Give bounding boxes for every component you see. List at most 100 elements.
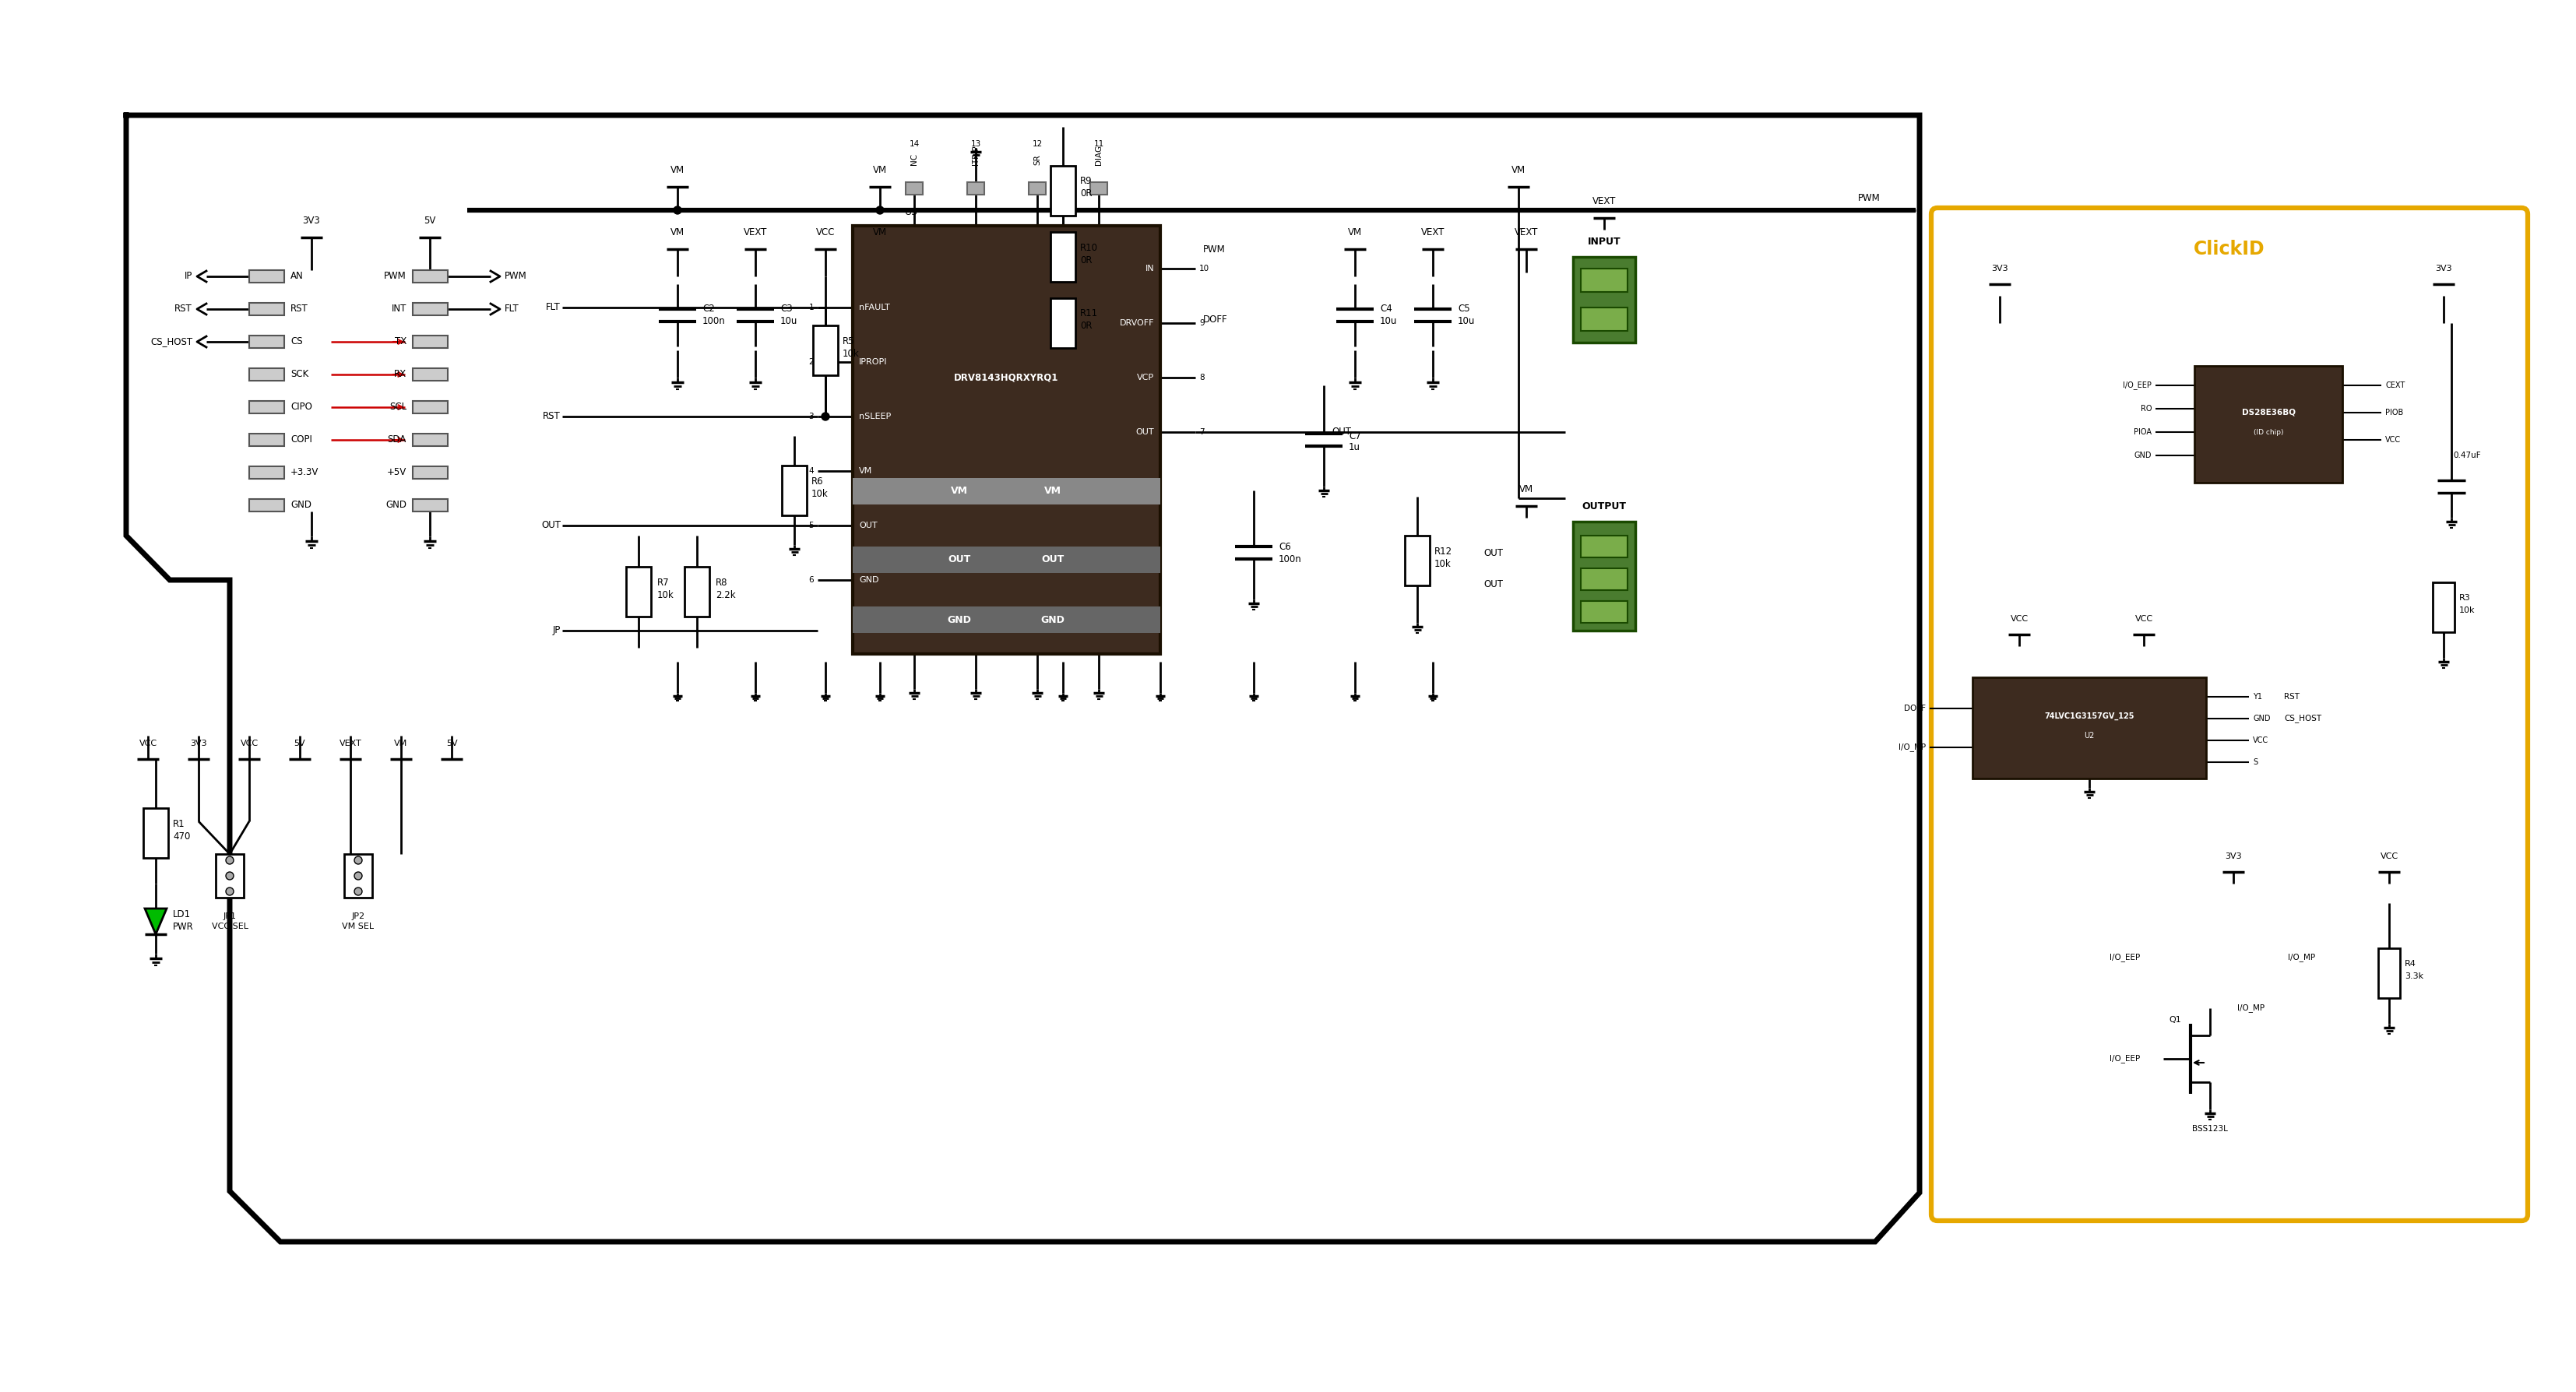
- Text: ClickID: ClickID: [2195, 239, 2264, 259]
- Bar: [250, 466, 283, 479]
- Text: PWR: PWR: [173, 922, 193, 931]
- Bar: [853, 226, 1159, 654]
- Text: VM: VM: [670, 227, 685, 238]
- Text: R7: R7: [657, 578, 670, 587]
- Circle shape: [227, 871, 234, 880]
- Bar: [1051, 166, 1074, 216]
- Text: GND: GND: [2254, 714, 2269, 722]
- Text: DOFF: DOFF: [1904, 704, 1927, 713]
- Text: C3: C3: [781, 303, 793, 315]
- Text: VEXT: VEXT: [340, 739, 361, 748]
- Bar: [1090, 182, 1108, 195]
- Text: R4: R4: [2403, 960, 2416, 967]
- Bar: [250, 335, 283, 348]
- Text: nFAULT: nFAULT: [858, 303, 889, 312]
- Text: SCL: SCL: [389, 402, 407, 412]
- Text: 10u: 10u: [1458, 316, 1476, 327]
- Text: GND: GND: [291, 500, 312, 511]
- Text: 11: 11: [1095, 141, 1105, 148]
- Bar: [412, 401, 448, 413]
- Bar: [250, 303, 283, 316]
- Text: 3.3k: 3.3k: [2403, 973, 2424, 980]
- Bar: [412, 500, 448, 511]
- Bar: [1574, 258, 1636, 342]
- Text: 12: 12: [1033, 141, 1043, 148]
- Circle shape: [355, 856, 363, 864]
- Text: VM: VM: [873, 166, 886, 175]
- Text: RST: RST: [544, 412, 562, 422]
- Text: VM: VM: [1512, 166, 1525, 175]
- Text: C6: C6: [1278, 541, 1291, 551]
- Bar: [412, 369, 448, 380]
- Bar: [853, 607, 1159, 633]
- Text: 5V: 5V: [294, 739, 307, 748]
- Text: PWM: PWM: [384, 271, 407, 281]
- Text: CS_HOST: CS_HOST: [149, 337, 193, 347]
- Text: 74LVC1G3157GV_125: 74LVC1G3157GV_125: [2045, 713, 2136, 720]
- Text: +5V: +5V: [386, 468, 407, 477]
- Text: DOFF: DOFF: [1203, 315, 1229, 324]
- Text: GND: GND: [858, 576, 878, 583]
- Text: COPI: COPI: [291, 434, 312, 445]
- Polygon shape: [144, 909, 167, 934]
- Text: 3: 3: [809, 412, 814, 420]
- Text: 3V3: 3V3: [2434, 264, 2452, 273]
- Text: VCC: VCC: [2009, 615, 2027, 622]
- Text: (ID chip): (ID chip): [2254, 429, 2282, 436]
- Text: 6: 6: [809, 576, 814, 583]
- Bar: [685, 567, 708, 617]
- Text: VM: VM: [951, 486, 969, 497]
- Text: 5: 5: [809, 522, 814, 529]
- Text: 10k: 10k: [811, 489, 829, 498]
- Text: RST: RST: [2285, 693, 2300, 700]
- Bar: [144, 809, 167, 857]
- Text: 10k: 10k: [1435, 558, 1450, 569]
- Bar: [1973, 678, 2205, 778]
- Text: Y1: Y1: [2254, 693, 2262, 700]
- Text: 3V3: 3V3: [2226, 852, 2241, 860]
- Text: CIPO: CIPO: [291, 402, 312, 412]
- Text: 470: 470: [173, 831, 191, 841]
- Bar: [250, 270, 283, 283]
- Bar: [626, 567, 652, 617]
- Text: OUT: OUT: [1332, 427, 1350, 437]
- Bar: [853, 547, 1159, 574]
- Text: R1: R1: [173, 818, 185, 828]
- Text: R10: R10: [1079, 242, 1097, 252]
- Text: CS_HOST: CS_HOST: [2285, 714, 2321, 722]
- Text: INPUT: INPUT: [1587, 237, 1620, 246]
- Text: FLT: FLT: [546, 302, 562, 313]
- Text: GND: GND: [1041, 615, 1064, 625]
- Text: DRV8143HQRXYRQ1: DRV8143HQRXYRQ1: [953, 373, 1059, 383]
- Text: IP: IP: [185, 271, 193, 281]
- Text: 10k: 10k: [657, 590, 675, 600]
- Text: 3V3: 3V3: [301, 216, 319, 226]
- Text: VM: VM: [858, 468, 873, 475]
- Bar: [250, 369, 283, 380]
- Text: C2: C2: [703, 303, 714, 315]
- Text: 0R: 0R: [1079, 322, 1092, 331]
- Bar: [412, 303, 448, 316]
- Bar: [814, 326, 837, 376]
- Text: OUT: OUT: [541, 521, 562, 530]
- Text: VM: VM: [1520, 484, 1533, 494]
- Text: 10u: 10u: [781, 316, 799, 327]
- Text: R9: R9: [1079, 177, 1092, 187]
- Text: VCP: VCP: [1136, 373, 1154, 381]
- Text: nSLEEP: nSLEEP: [858, 412, 891, 420]
- Text: 10u: 10u: [1381, 316, 1396, 327]
- Bar: [907, 182, 922, 195]
- Bar: [853, 477, 1159, 504]
- Text: R12: R12: [1435, 546, 1453, 557]
- Text: OUT: OUT: [1041, 554, 1064, 565]
- Circle shape: [672, 206, 683, 214]
- Text: DIAG: DIAG: [1095, 145, 1103, 166]
- Text: 14: 14: [909, 141, 920, 148]
- Text: AN: AN: [291, 271, 304, 281]
- Text: 1: 1: [809, 303, 814, 312]
- Text: 100n: 100n: [1278, 554, 1301, 564]
- Circle shape: [822, 412, 829, 420]
- Text: 0R: 0R: [1079, 189, 1092, 199]
- Text: VM: VM: [1347, 227, 1363, 238]
- Text: 100n: 100n: [703, 316, 726, 327]
